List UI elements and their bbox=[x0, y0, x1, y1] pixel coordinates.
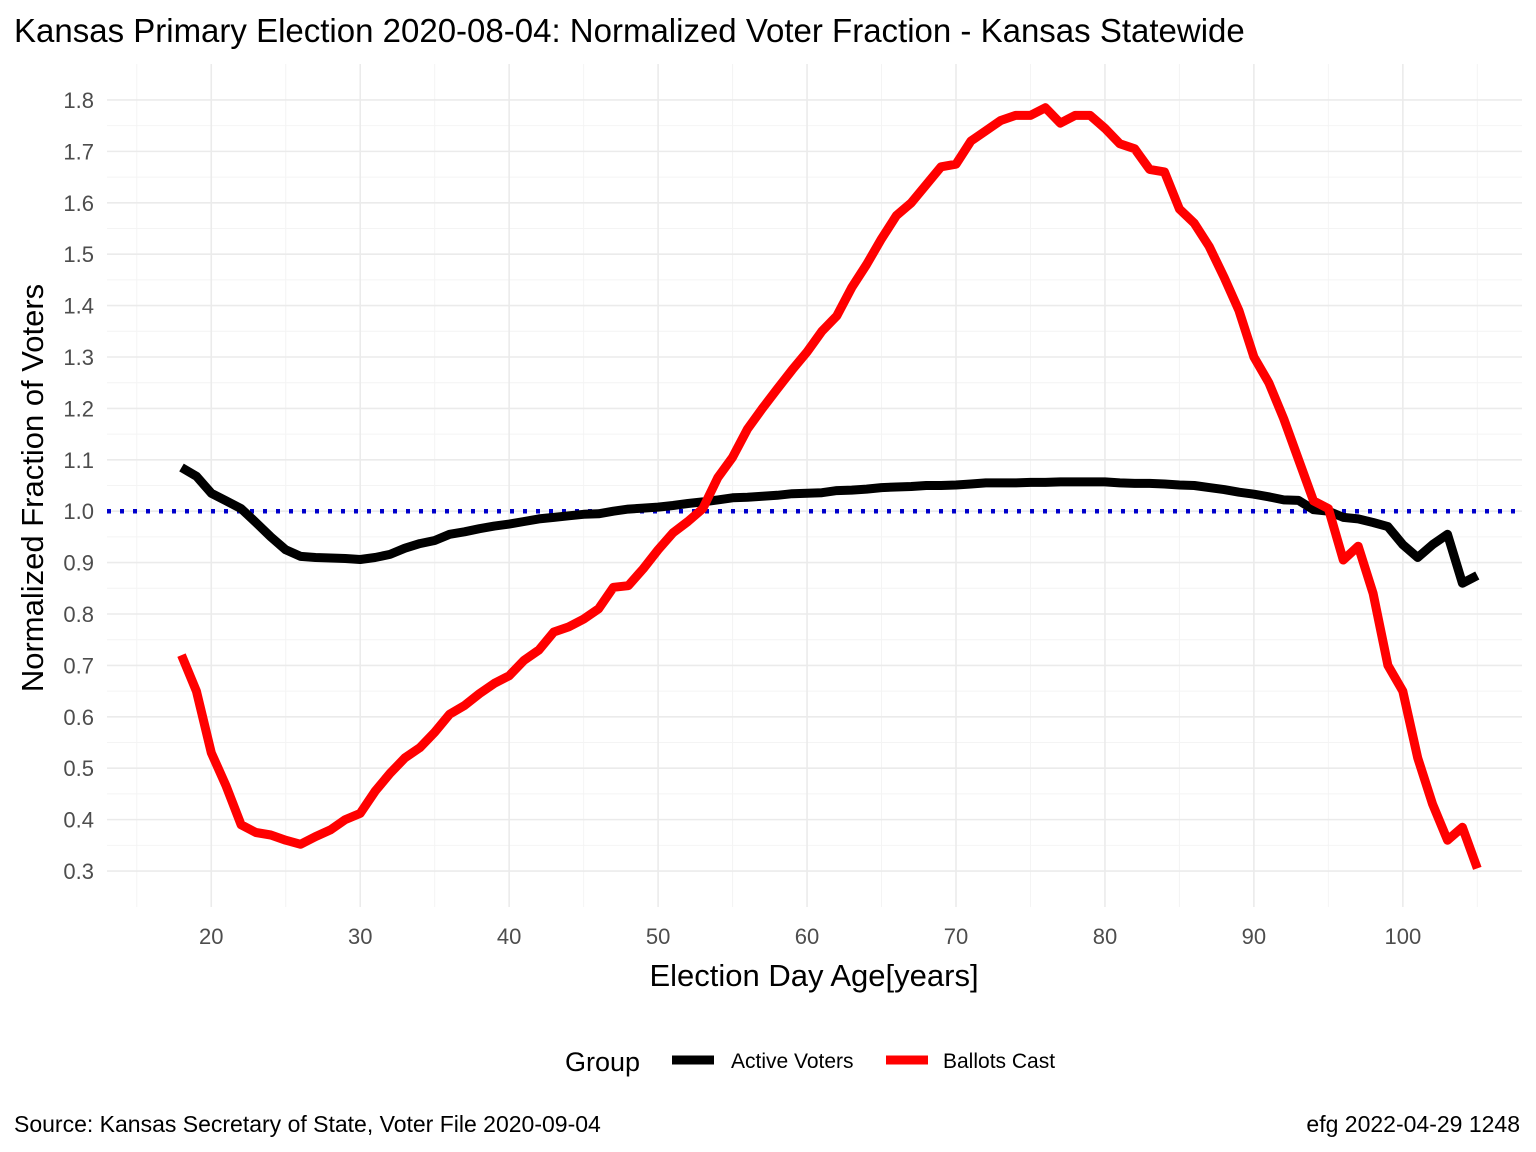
x-tick-label: 60 bbox=[795, 924, 819, 949]
series-group bbox=[177, 103, 1482, 870]
legend-title: Group bbox=[565, 1047, 640, 1077]
y-tick-label: 0.6 bbox=[63, 705, 94, 730]
x-tick-label: 50 bbox=[646, 924, 670, 949]
chart-title: Kansas Primary Election 2020-08-04: Norm… bbox=[14, 12, 1245, 49]
y-tick-label: 1.4 bbox=[63, 294, 94, 319]
y-tick-label: 1.7 bbox=[63, 139, 94, 164]
y-axis-ticks: 0.3 0.4 0.5 0.6 0.7 0.8 0.9 1.0 1.1 1.2 1.3 1.4 1.5 1… bbox=[63, 88, 94, 884]
x-axis-ticks: 20 30 40 50 60 70 80 90 100 bbox=[199, 924, 1421, 949]
legend-label-ballots-cast: Ballots Cast bbox=[943, 1050, 1055, 1073]
series-line-ballots-cast bbox=[177, 103, 1482, 870]
x-tick-label: 80 bbox=[1093, 924, 1117, 949]
y-tick-label: 1.6 bbox=[63, 191, 94, 216]
legend: Group Active Voters Ballots Cast bbox=[565, 1047, 1055, 1077]
y-tick-label: 0.3 bbox=[63, 859, 94, 884]
y-tick-label: 1.2 bbox=[63, 396, 94, 421]
y-tick-label: 0.9 bbox=[63, 551, 94, 576]
y-tick-label: 0.5 bbox=[63, 756, 94, 781]
y-tick-label: 0.8 bbox=[63, 602, 94, 627]
y-tick-label: 1.8 bbox=[63, 88, 94, 113]
y-axis-title: Normalized Fraction of Voters bbox=[15, 284, 50, 692]
grid bbox=[107, 64, 1522, 907]
x-tick-label: 40 bbox=[497, 924, 521, 949]
x-tick-label: 20 bbox=[199, 924, 223, 949]
x-tick-label: 100 bbox=[1384, 924, 1421, 949]
x-tick-label: 70 bbox=[944, 924, 968, 949]
legend-items: Active Voters Ballots Cast bbox=[672, 1050, 1055, 1073]
timestamp-caption: efg 2022-04-29 1248 bbox=[1306, 1111, 1520, 1137]
y-tick-label: 0.4 bbox=[63, 808, 94, 833]
series-line-active-voters bbox=[179, 463, 1480, 588]
source-caption: Source: Kansas Secretary of State, Voter… bbox=[14, 1111, 601, 1137]
y-tick-label: 1.1 bbox=[63, 448, 94, 473]
y-tick-label: 1.0 bbox=[63, 499, 94, 524]
y-tick-label: 0.7 bbox=[63, 653, 94, 678]
legend-label-active-voters: Active Voters bbox=[731, 1050, 854, 1073]
x-tick-label: 90 bbox=[1242, 924, 1266, 949]
x-tick-label: 30 bbox=[348, 924, 372, 949]
y-tick-label: 1.3 bbox=[63, 345, 94, 370]
x-axis-title: Election Day Age[years] bbox=[649, 958, 978, 993]
y-tick-label: 1.5 bbox=[63, 242, 94, 267]
